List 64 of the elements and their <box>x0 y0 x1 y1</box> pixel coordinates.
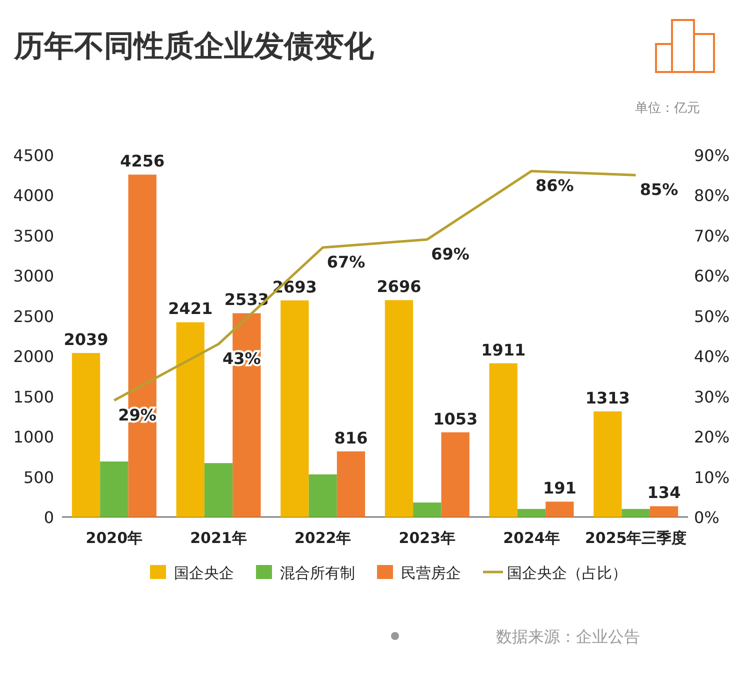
bar <box>650 506 678 517</box>
x-tick-label: 2023年 <box>398 529 456 547</box>
bar <box>622 508 650 517</box>
y-tick-label: 1500 <box>13 387 54 406</box>
y2-tick-label: 90% <box>694 146 730 165</box>
data-label: 1053 <box>433 409 478 428</box>
bar <box>517 508 546 517</box>
line-series <box>112 170 638 402</box>
bar <box>308 474 337 517</box>
bar <box>72 352 100 517</box>
x-tick-label: 2024年 <box>503 529 560 547</box>
x-tick-label: 2025年三季度 <box>584 529 687 547</box>
y-tick-label: 3000 <box>13 266 54 286</box>
data-label: 1313 <box>585 388 630 408</box>
data-label: 816 <box>334 428 368 448</box>
y2-tick-label: 10% <box>694 468 730 487</box>
bar <box>594 411 622 517</box>
bar <box>413 502 442 517</box>
bar <box>384 300 414 517</box>
legend-label: 国企央企（占比） <box>507 564 627 582</box>
bar <box>546 502 574 517</box>
y2-tick-label: 60% <box>694 266 730 286</box>
y-tick-label: 4000 <box>13 186 54 206</box>
chart-title: 历年不同性质企业发债变化 <box>13 29 375 64</box>
data-label: 2421 <box>168 299 213 318</box>
data-label: 4256 <box>120 152 165 171</box>
y-tick-label: 3500 <box>13 226 54 246</box>
bar <box>204 463 233 517</box>
y2-tick-label: 80% <box>694 186 730 206</box>
y-tick-label: 0 <box>44 508 54 527</box>
text: 单位：亿元 <box>635 101 700 116</box>
data-label: 69% <box>431 244 470 264</box>
x-tick-label: 2022年 <box>294 529 352 547</box>
y-tick-label: 500 <box>23 468 54 487</box>
bar <box>489 363 518 517</box>
bar <box>280 300 309 517</box>
x-tick-label: 2021年 <box>190 529 247 547</box>
y2-tick-label: 50% <box>694 306 730 326</box>
y2-tick-label: 0% <box>694 508 720 527</box>
data-label: 191 <box>542 478 576 498</box>
data-label: 85% <box>640 180 678 200</box>
bar <box>100 461 128 517</box>
x-tick-label: 2020年 <box>86 529 143 547</box>
bar <box>441 432 470 517</box>
data-label: 2696 <box>376 277 422 296</box>
data-label: 67% <box>326 252 366 272</box>
y-tick-label: 2500 <box>13 306 54 326</box>
y-tick-label: 1000 <box>13 428 54 447</box>
data-label: 134 <box>647 483 681 502</box>
data-label: 1911 <box>481 340 526 360</box>
legend-label: 民营房企 <box>401 564 461 582</box>
y2-tick-label: 20% <box>694 428 730 447</box>
bar <box>176 322 204 517</box>
legend-label: 国企央企 <box>174 564 234 582</box>
y-tick-label: 4500 <box>13 146 54 165</box>
legend-label: 混合所有制 <box>280 564 355 582</box>
y-tick-label: 2000 <box>13 347 54 366</box>
bar <box>336 451 366 517</box>
source-note: 数据来源：企业公告 <box>496 627 640 646</box>
data-label: 2039 <box>64 330 108 349</box>
y2-tick-label: 30% <box>694 387 730 406</box>
data-label: 86% <box>536 176 574 196</box>
y2-tick-label: 70% <box>694 226 730 246</box>
y2-tick-label: 40% <box>694 347 730 366</box>
